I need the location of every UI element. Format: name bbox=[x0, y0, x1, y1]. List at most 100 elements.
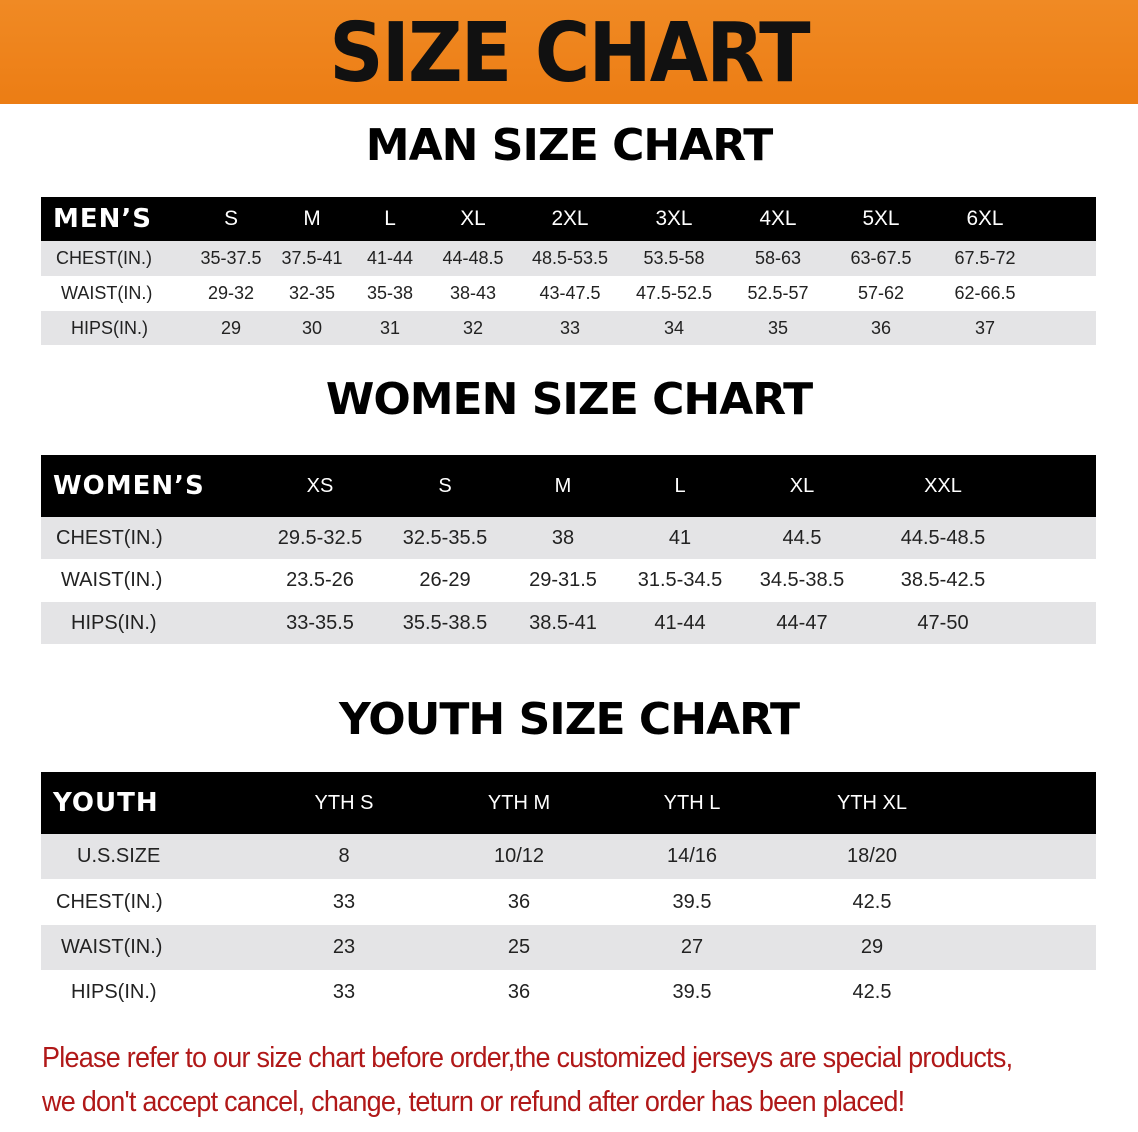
table-row: CHEST(IN.) 29.5-32.5 32.5-35.5 38 41 44.5 44.5… bbox=[41, 517, 1096, 559]
table-cell: 32.5-35.5 bbox=[402, 527, 488, 549]
table-cell: 35.5-38.5 bbox=[402, 612, 488, 634]
size-column-header: XL bbox=[789, 475, 815, 497]
table-row: HIPS(IN.) 33 36 39.5 42.5 bbox=[41, 970, 931, 1015]
table-cell: 41-44 bbox=[366, 248, 414, 268]
table-cell: 36 bbox=[507, 981, 531, 1003]
row-label: WAIST(IN.) bbox=[61, 283, 153, 303]
size-column-header: YTH XL bbox=[836, 792, 908, 814]
row-label: HIPS(IN.) bbox=[71, 318, 149, 338]
table-cell: 37 bbox=[974, 318, 996, 338]
table-cell: 38 bbox=[551, 527, 575, 549]
table-cell: 34.5-38.5 bbox=[759, 569, 845, 591]
row-label: U.S.SIZE bbox=[77, 845, 161, 867]
women-section-title: WOMEN SIZE CHART bbox=[325, 374, 813, 425]
notice-line-1: Please refer to our size chart before or… bbox=[42, 1042, 1013, 1074]
table-cell: 43-47.5 bbox=[539, 283, 601, 303]
table-cell: 33 bbox=[332, 891, 356, 913]
notice-line-2: we don't accept cancel, change, teturn o… bbox=[42, 1086, 905, 1118]
size-column-header: S bbox=[224, 207, 238, 230]
header-label: WOMEN’S bbox=[53, 471, 205, 501]
table-cell: 67.5-72 bbox=[954, 248, 1016, 268]
table-cell: 36 bbox=[870, 318, 892, 338]
table-cell: 44-47 bbox=[776, 612, 828, 634]
row-label: WAIST(IN.) bbox=[61, 569, 163, 591]
row-label: HIPS(IN.) bbox=[71, 981, 157, 1003]
table-cell: 44-48.5 bbox=[442, 248, 504, 268]
table-cell: 41 bbox=[668, 527, 692, 549]
header-banner: SIZE CHART bbox=[0, 0, 1138, 104]
table-cell: 42.5 bbox=[852, 891, 892, 913]
size-column-header: 5XL bbox=[862, 207, 900, 230]
table-cell: 18/20 bbox=[846, 845, 898, 867]
table-cell: 14/16 bbox=[666, 845, 718, 867]
table-cell: 33-35.5 bbox=[286, 612, 354, 634]
row-label: CHEST(IN.) bbox=[56, 891, 163, 913]
table-cell: 47-50 bbox=[917, 612, 969, 634]
men-header-row: MEN’S S M L XL 2XL 3XL 4XL 5XL 6XL bbox=[41, 197, 1096, 241]
header-label: MEN’S bbox=[53, 204, 152, 234]
table-cell: 29.5-32.5 bbox=[277, 527, 363, 549]
banner-title: SIZE CHART bbox=[329, 6, 810, 101]
table-cell: 36 bbox=[507, 891, 531, 913]
row-label: CHEST(IN.) bbox=[56, 527, 163, 549]
size-column-header: L bbox=[384, 207, 396, 230]
table-cell: 37.5-41 bbox=[281, 248, 343, 268]
table-cell: 29-32 bbox=[207, 283, 255, 303]
table-row: WAIST(IN.) 29-32 32-35 35-38 38-43 43-47.5 47.… bbox=[41, 276, 1096, 311]
size-column-header: 2XL bbox=[551, 207, 589, 230]
table-cell: 27 bbox=[680, 936, 704, 958]
row-label: CHEST(IN.) bbox=[56, 248, 152, 268]
size-column-header: YTH S bbox=[314, 792, 374, 814]
size-column-header: M bbox=[554, 475, 572, 497]
table-cell: 38.5-42.5 bbox=[900, 569, 986, 591]
table-row: WAIST(IN.) 23.5-26 26-29 29-31.5 31.5-34.5 34… bbox=[41, 559, 1096, 602]
size-column-header: L bbox=[674, 475, 686, 497]
size-column-header: 4XL bbox=[759, 207, 797, 230]
table-row: CHEST(IN.) 33 36 39.5 42.5 bbox=[41, 879, 1096, 925]
table-cell: 42.5 bbox=[852, 981, 892, 1003]
table-cell: 38-43 bbox=[449, 283, 497, 303]
table-cell: 35-37.5 bbox=[200, 248, 262, 268]
table-cell: 31 bbox=[379, 318, 401, 338]
youth-header-row: YOUTH YTH S YTH M YTH L YTH XL bbox=[41, 772, 1096, 834]
table-cell: 62-66.5 bbox=[954, 283, 1016, 303]
table-cell: 8 bbox=[338, 845, 350, 867]
table-cell: 52.5-57 bbox=[747, 283, 809, 303]
table-cell: 35-38 bbox=[366, 283, 414, 303]
size-column-header: YTH L bbox=[663, 792, 721, 814]
table-row: U.S.SIZE 8 10/12 14/16 18/20 bbox=[41, 834, 1096, 879]
table-cell: 26-29 bbox=[419, 569, 471, 591]
table-cell: 29 bbox=[220, 318, 242, 338]
table-cell: 33 bbox=[332, 981, 356, 1003]
table-cell: 23.5-26 bbox=[286, 569, 354, 591]
table-cell: 35 bbox=[767, 318, 789, 338]
table-cell: 32 bbox=[462, 318, 484, 338]
table-cell: 39.5 bbox=[672, 891, 712, 913]
size-column-header: M bbox=[303, 207, 321, 230]
table-row: CHEST(IN.) 35-37.5 37.5-41 41-44 44-48.5 48.5… bbox=[41, 241, 1096, 276]
table-cell: 41-44 bbox=[654, 612, 706, 634]
table-cell: 33 bbox=[559, 318, 581, 338]
table-cell: 53.5-58 bbox=[643, 248, 705, 268]
size-column-header: 3XL bbox=[655, 207, 693, 230]
table-cell: 58-63 bbox=[754, 248, 802, 268]
table-cell: 44.5 bbox=[782, 527, 822, 549]
table-cell: 63-67.5 bbox=[850, 248, 912, 268]
table-cell: 38.5-41 bbox=[529, 612, 597, 634]
table-cell: 29 bbox=[860, 936, 884, 958]
table-cell: 10/12 bbox=[493, 845, 545, 867]
table-cell: 39.5 bbox=[672, 981, 712, 1003]
size-column-header: S bbox=[438, 475, 452, 497]
table-row: HIPS(IN.) 33-35.5 35.5-38.5 38.5-41 41-44 44-… bbox=[41, 602, 1096, 644]
table-cell: 30 bbox=[301, 318, 323, 338]
table-cell: 34 bbox=[663, 318, 685, 338]
table-cell: 44.5-48.5 bbox=[900, 527, 986, 549]
youth-section-title: YOUTH SIZE CHART bbox=[338, 694, 800, 745]
row-label: WAIST(IN.) bbox=[61, 936, 163, 958]
size-column-header: XS bbox=[306, 475, 334, 497]
table-cell: 32-35 bbox=[288, 283, 336, 303]
size-column-header: YTH M bbox=[487, 792, 551, 814]
size-column-header: XL bbox=[460, 207, 486, 230]
size-column-header: 6XL bbox=[966, 207, 1004, 230]
table-cell: 57-62 bbox=[857, 283, 905, 303]
